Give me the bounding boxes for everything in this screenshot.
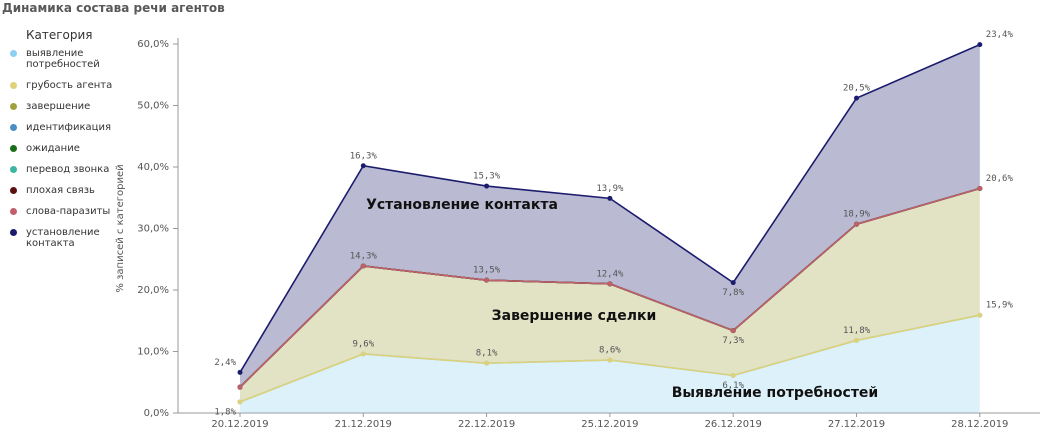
point [237, 384, 243, 390]
x-tick-label: 28.12.2019 [951, 419, 1008, 430]
point [484, 277, 490, 283]
x-tick-label: 27.12.2019 [828, 419, 885, 430]
y-tick-label: 40,0% [137, 162, 169, 173]
point [237, 399, 243, 405]
x-tick-label: 20.12.2019 [211, 419, 268, 430]
point [360, 263, 366, 269]
legend-title: Категория [26, 28, 93, 42]
legend: Категория выявление потребностей грубость … [8, 28, 128, 259]
legend-item[interactable]: установление контакта [8, 227, 121, 249]
legend-swatch [10, 103, 17, 110]
point [237, 369, 243, 375]
value-label: 7,8% [722, 288, 744, 298]
y-tick-label: 60,0% [137, 39, 169, 50]
area [240, 315, 980, 413]
chart-title: Динамика состава речи агентов [2, 1, 225, 15]
point [607, 195, 613, 201]
legend-item[interactable]: выявление потребностей [8, 48, 121, 70]
value-label: 15,3% [473, 172, 501, 182]
value-label: 9,6% [352, 339, 374, 349]
legend-item[interactable]: плохая связь [8, 185, 121, 196]
value-label: 14,3% [350, 252, 378, 262]
legend-label: перевод звонка [26, 164, 110, 175]
point [977, 186, 983, 192]
legend-swatch [10, 187, 17, 194]
point [360, 351, 366, 357]
point [484, 360, 490, 366]
point [607, 357, 613, 363]
area [240, 44, 980, 388]
x-tick-label: 22.12.2019 [458, 419, 515, 430]
legend-item[interactable]: идентификация [8, 122, 121, 133]
value-label: 6,1% [722, 381, 744, 391]
point [977, 312, 983, 318]
value-label: 8,1% [476, 349, 498, 359]
value-label: 8,6% [599, 346, 621, 356]
point [854, 95, 859, 101]
value-label: 15,9% [986, 301, 1014, 311]
x-tick-label: 21.12.2019 [335, 419, 392, 430]
point [854, 221, 859, 227]
value-label: 13,5% [473, 266, 501, 276]
legend-label: завершение [26, 101, 91, 112]
value-label: 1,8% [214, 407, 236, 417]
value-label: 13,9% [596, 184, 624, 194]
point [607, 281, 613, 287]
legend-swatch [10, 124, 17, 131]
point [854, 337, 859, 343]
legend-item[interactable]: перевод звонка [8, 164, 121, 175]
legend-item[interactable]: ожидание [8, 143, 121, 154]
y-tick-label: 0,0% [144, 408, 169, 419]
legend-label: идентификация [26, 122, 111, 133]
y-tick-label: 30,0% [137, 224, 169, 235]
legend-item[interactable]: слова-паразиты [8, 206, 121, 217]
legend-swatch [10, 50, 17, 57]
point [730, 372, 736, 378]
point [730, 280, 736, 286]
legend-swatch [10, 82, 17, 89]
value-label: 23,4% [986, 30, 1014, 40]
x-tick-label: 26.12.2019 [705, 419, 762, 430]
point [977, 42, 983, 48]
x-tick-label: 25.12.2019 [581, 419, 638, 430]
y-tick-label: 50,0% [137, 101, 169, 112]
y-tick-label: 20,0% [137, 285, 169, 296]
legend-swatch [10, 208, 17, 215]
value-label: 18,9% [843, 210, 871, 220]
y-axis-label: % записей с категорией [115, 164, 126, 292]
legend-label: грубость агента [26, 80, 113, 91]
value-label: 11,8% [843, 326, 871, 336]
legend-swatch [10, 229, 17, 236]
value-label: 7,3% [722, 336, 744, 346]
point [730, 328, 736, 334]
point [360, 163, 366, 169]
annotation: Завершение сделки [492, 308, 657, 324]
legend-item[interactable]: завершение [8, 101, 121, 112]
value-label: 2,4% [214, 358, 236, 368]
point [484, 183, 490, 189]
legend-label: выявление потребностей [26, 48, 100, 70]
value-label: 20,5% [843, 84, 871, 94]
legend-label: слова-паразиты [26, 206, 111, 217]
value-label: 20,6% [986, 174, 1014, 184]
annotation: Выявление потребностей [672, 385, 879, 401]
legend-item[interactable]: грубость агента [8, 80, 121, 91]
value-label: 12,4% [596, 269, 624, 279]
annotation: Установление контакта [366, 197, 558, 213]
legend-swatch [10, 166, 17, 173]
legend-label: ожидание [26, 143, 80, 154]
y-tick-label: 10,0% [137, 347, 169, 358]
area [240, 188, 980, 402]
value-label: 16,3% [350, 151, 378, 161]
legend-label: плохая связь [26, 185, 95, 196]
legend-label: установление контакта [26, 227, 100, 249]
legend-swatch [10, 145, 17, 152]
